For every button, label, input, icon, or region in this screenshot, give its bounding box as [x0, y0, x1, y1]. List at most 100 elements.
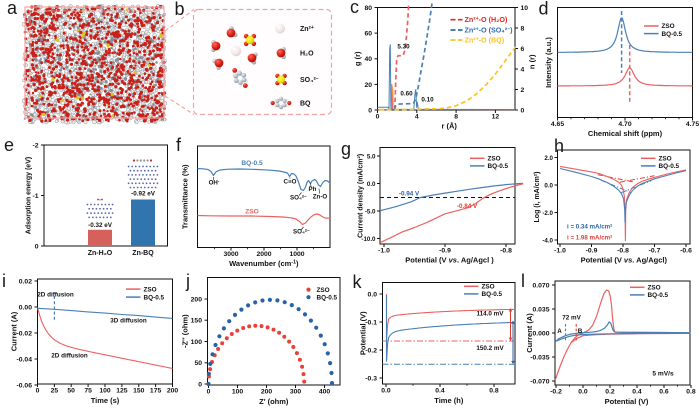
svg-text:i = 1.98 mA/cm²: i = 1.98 mA/cm² [567, 235, 612, 242]
svg-text:150.2 mV: 150.2 mV [476, 345, 504, 352]
svg-text:0.8: 0.8 [489, 388, 499, 395]
svg-text:0.60: 0.60 [400, 91, 413, 98]
svg-text:BQ: BQ [300, 101, 311, 108]
svg-text:-0.3: -0.3 [365, 375, 377, 382]
svg-text:Potential (V vs. Ag/Agcl): Potential (V vs. Ag/Agcl) [581, 256, 668, 265]
svg-text:A: A [557, 328, 562, 335]
svg-text:40: 40 [364, 56, 372, 63]
svg-text:100: 100 [191, 339, 203, 346]
svg-text:Zn²+-O (BQ): Zn²+-O (BQ) [465, 36, 505, 45]
svg-text:150: 150 [133, 388, 145, 395]
svg-text:5.30: 5.30 [397, 44, 410, 51]
svg-text:C≡O: C≡O [284, 179, 297, 186]
svg-text:n (r): n (r) [528, 54, 537, 69]
svg-text:-0.2: -0.2 [550, 389, 562, 396]
svg-text:BQ-0.5: BQ-0.5 [241, 160, 263, 167]
svg-text:-0.035: -0.035 [530, 354, 549, 361]
svg-text:k: k [353, 272, 363, 292]
svg-text:BQ-0.5: BQ-0.5 [488, 163, 509, 170]
svg-text:Zn-O: Zn-O [313, 194, 328, 201]
svg-text:-0.7: -0.7 [649, 248, 661, 255]
svg-text:0.0: 0.0 [381, 388, 391, 395]
svg-text:r (Å): r (Å) [441, 122, 457, 131]
svg-text:g (r): g (r) [353, 51, 362, 66]
svg-text:Potential (V vs. Ag/Agcl ): Potential (V vs. Ag/Agcl ) [405, 256, 494, 265]
svg-text:ZSO: ZSO [488, 156, 501, 163]
svg-text:b: b [175, 0, 185, 19]
svg-text:100: 100 [232, 389, 244, 396]
svg-text:-4.0: -4.0 [542, 237, 553, 244]
svg-text:l: l [521, 271, 525, 291]
svg-text:H₂O: H₂O [300, 51, 314, 58]
svg-text:4.70: 4.70 [618, 121, 631, 128]
svg-text:6: 6 [521, 46, 525, 53]
svg-text:i = 0.34 mA/cm²: i = 0.34 mA/cm² [567, 224, 612, 231]
svg-text:175: 175 [150, 388, 162, 395]
svg-text:c: c [350, 0, 359, 17]
svg-text:Zn²+: Zn²+ [300, 25, 314, 33]
svg-text:-Z'' (ohm): -Z'' (ohm) [181, 314, 190, 348]
svg-text:-0.04: -0.04 [17, 356, 33, 363]
svg-text:SO₄²−: SO₄²− [290, 194, 307, 202]
svg-text:0.070: 0.070 [532, 282, 549, 289]
svg-text:Ph: Ph [309, 186, 317, 193]
svg-text:Zn-BQ: Zn-BQ [132, 250, 154, 257]
svg-text:Transmittance (%): Transmittance (%) [181, 164, 190, 229]
svg-text:0: 0 [376, 114, 380, 121]
svg-text:-0.06: -0.06 [17, 382, 33, 389]
svg-text:2.0: 2.0 [544, 155, 553, 162]
svg-text:100: 100 [99, 388, 111, 395]
svg-text:4: 4 [521, 66, 525, 73]
svg-text:0.0: 0.0 [368, 291, 378, 298]
svg-text:Chemical shift (ppm): Chemical shift (ppm) [588, 129, 663, 138]
svg-text:g: g [341, 139, 351, 159]
svg-text:3000: 3000 [223, 251, 238, 258]
svg-text:-0.1: -0.1 [365, 319, 377, 326]
svg-text:150: 150 [191, 318, 203, 325]
svg-text:ZSO: ZSO [662, 23, 675, 30]
svg-text:0.10: 0.10 [421, 97, 434, 104]
svg-text:h: h [554, 136, 564, 156]
svg-text:3D diffusion: 3D diffusion [110, 318, 147, 325]
svg-text:10: 10 [521, 5, 529, 12]
svg-text:0: 0 [36, 388, 40, 395]
svg-text:2D diffusion: 2D diffusion [37, 292, 74, 299]
svg-text:Time (h): Time (h) [434, 396, 464, 405]
svg-text:0.02: 0.02 [19, 278, 32, 285]
svg-text:25: 25 [51, 388, 59, 395]
svg-text:0.0: 0.0 [544, 182, 553, 189]
svg-text:ZSO: ZSO [317, 287, 330, 294]
svg-text:a: a [7, 0, 18, 18]
svg-text:ZSO: ZSO [144, 286, 157, 293]
svg-text:300: 300 [290, 389, 302, 396]
svg-text:200: 200 [191, 296, 203, 303]
svg-text:Potential (V): Potential (V) [605, 397, 649, 406]
svg-text:-0.94 V: -0.94 V [399, 191, 420, 198]
svg-text:20: 20 [364, 82, 372, 89]
svg-text:BQ-0.5: BQ-0.5 [648, 292, 669, 299]
svg-text:0.00: 0.00 [19, 304, 32, 311]
svg-text:0.6: 0.6 [659, 389, 669, 396]
svg-text:4: 4 [415, 114, 419, 121]
svg-text:0.4: 0.4 [632, 389, 642, 396]
svg-text:SO₄²−: SO₄²− [300, 76, 319, 84]
svg-text:0.035: 0.035 [532, 306, 549, 313]
svg-text:1000: 1000 [289, 251, 304, 258]
svg-text:Current density (mA/cm²): Current density (mA/cm²) [358, 154, 365, 238]
svg-text:-10.0: -10.0 [361, 236, 376, 243]
svg-text:8: 8 [521, 25, 525, 32]
svg-text:0.4: 0.4 [435, 388, 445, 395]
svg-text:e: e [4, 135, 14, 155]
svg-text:0.0: 0.0 [367, 181, 376, 188]
svg-text:-0.070: -0.070 [530, 378, 549, 385]
svg-text:Zn-H₂O: Zn-H₂O [88, 250, 113, 257]
svg-text:12: 12 [492, 114, 500, 121]
svg-text:ZSO: ZSO [245, 209, 259, 216]
svg-text:72 mV: 72 mV [562, 315, 581, 322]
svg-text:-1.0: -1.0 [554, 248, 566, 255]
svg-text:OH-: OH- [209, 179, 220, 187]
svg-text:-0.32 eV: -0.32 eV [88, 222, 113, 229]
svg-text:80: 80 [364, 5, 372, 12]
svg-text:200: 200 [167, 388, 179, 395]
svg-text:-5.0: -5.0 [365, 208, 376, 215]
